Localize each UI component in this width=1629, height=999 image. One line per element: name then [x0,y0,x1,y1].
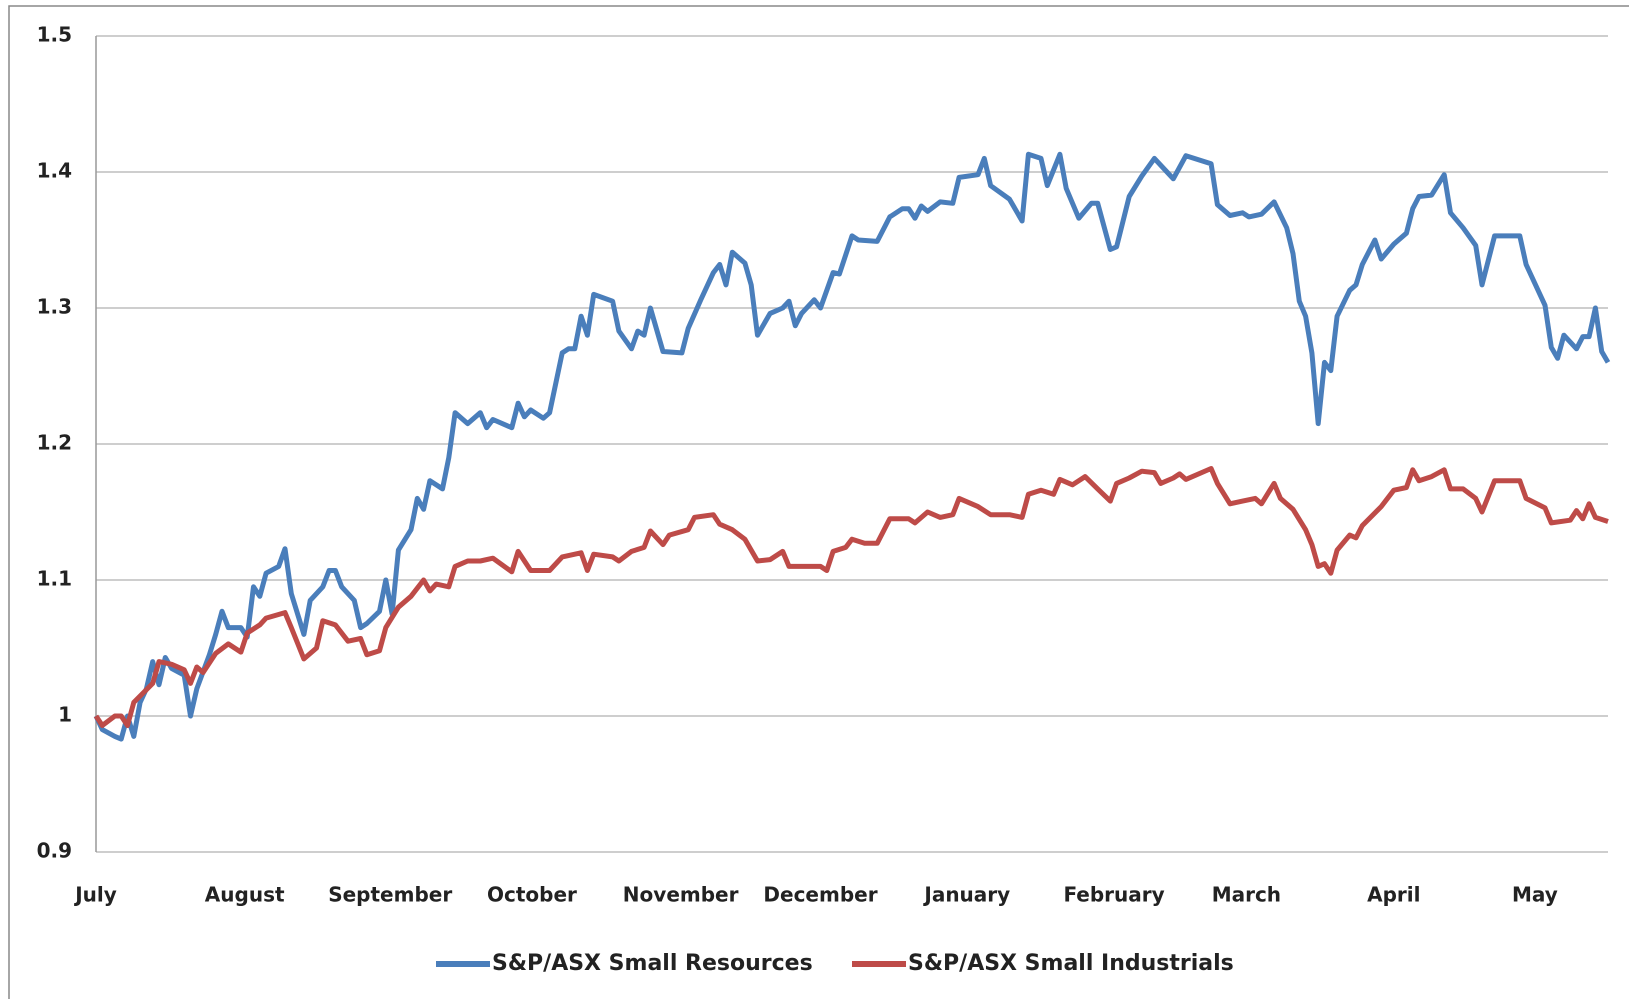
y-tick-label: 1.1 [37,567,72,591]
y-tick-label: 1.3 [37,295,72,319]
x-tick-label: March [1212,883,1281,907]
x-tick-label: October [487,883,577,907]
x-tick-label: July [73,883,117,907]
x-tick-label: December [763,883,877,907]
legend-label: S&P/ASX Small Resources [492,951,813,976]
x-tick-label: November [623,883,739,907]
y-tick-label: 1.2 [37,431,72,455]
x-tick-label: April [1367,883,1420,907]
x-tick-label: January [922,883,1010,907]
series-line [93,151,1611,742]
x-tick-label: September [328,883,452,907]
y-tick-label: 1.4 [37,159,72,183]
legend-label: S&P/ASX Small Industrials [908,951,1234,976]
y-tick-label: 1.5 [37,23,72,47]
y-tick-label: 0.9 [37,839,72,863]
y-tick-label: 1 [58,703,72,727]
x-tick-label: August [205,883,285,907]
x-tick-label: February [1063,883,1164,907]
x-tick-label: May [1512,883,1558,907]
chart-frame [8,5,1629,999]
series-line [93,466,1609,728]
